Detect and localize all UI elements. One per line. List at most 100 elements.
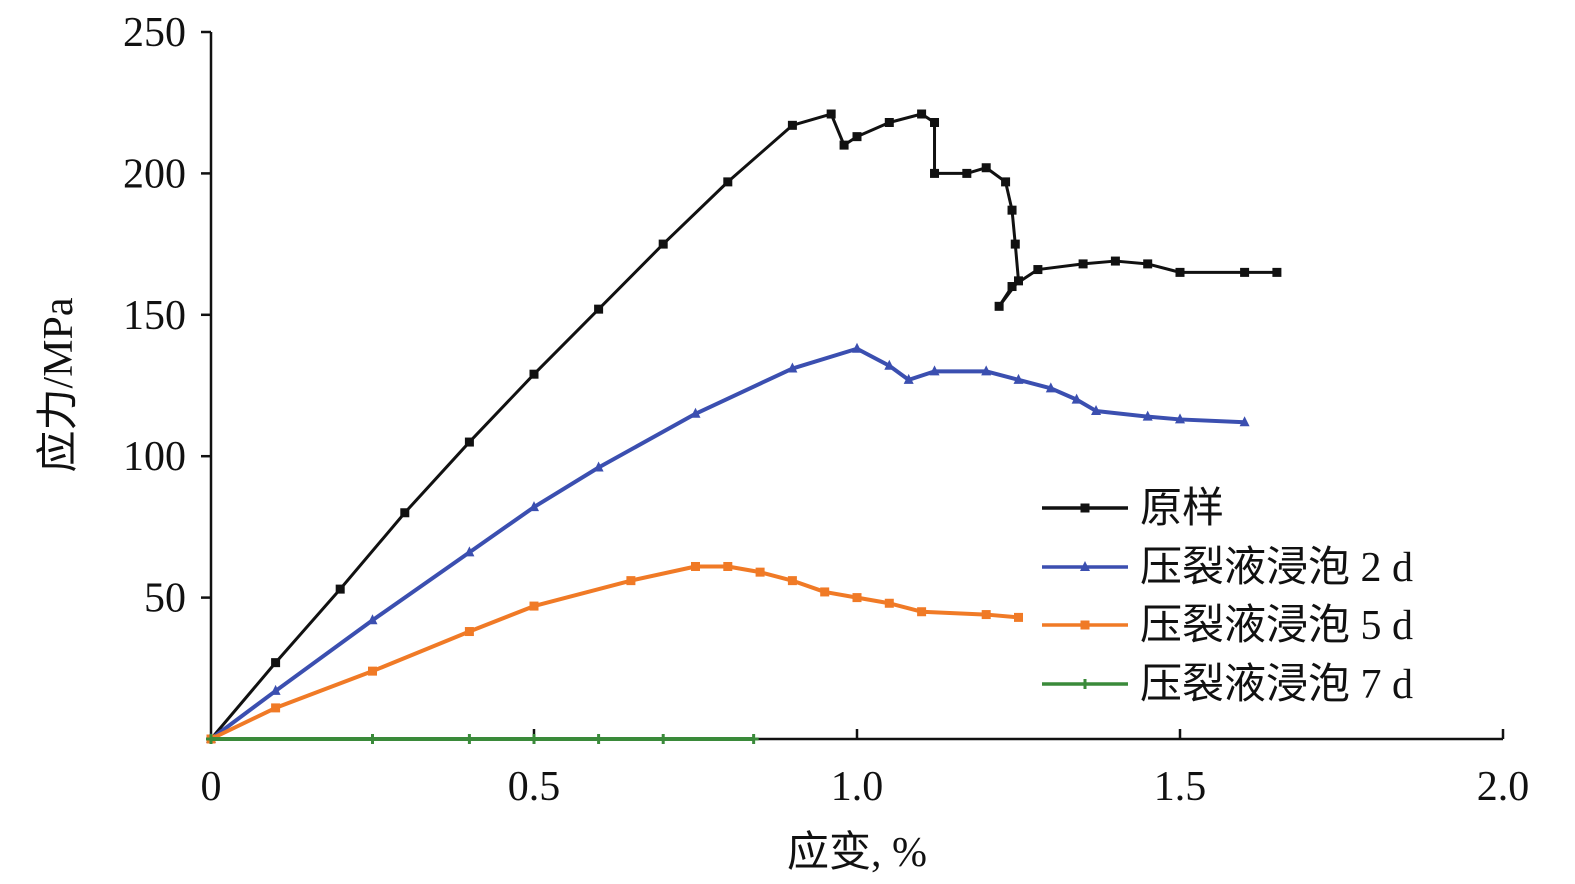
legend-label: 压裂液浸泡 7 d: [1140, 662, 1413, 708]
data-point: [962, 168, 972, 178]
series-0: [206, 109, 1282, 744]
data-point: [1014, 276, 1023, 286]
legend-marker: [1080, 620, 1090, 630]
data-point: [529, 501, 539, 512]
data-point: [271, 703, 281, 713]
data-point: [464, 546, 475, 557]
data-point: [1240, 267, 1250, 277]
data-point: [367, 734, 378, 744]
data-point: [930, 168, 940, 178]
data-point: [1007, 282, 1017, 292]
data-point: [1272, 267, 1282, 277]
y-tick-label: 50: [144, 576, 186, 622]
data-point: [852, 342, 862, 353]
data-point: [464, 437, 474, 447]
data-point: [826, 109, 836, 119]
data-point: [690, 407, 701, 418]
data-point: [270, 684, 281, 695]
data-point: [884, 359, 895, 370]
x-tick-label: 2.0: [1477, 764, 1530, 810]
data-point: [723, 177, 733, 187]
data-point: [994, 301, 1004, 311]
data-point: [691, 561, 700, 571]
data-point: [723, 561, 733, 571]
legend-item: 压裂液浸泡 2 d: [1042, 545, 1413, 591]
data-point: [820, 587, 830, 597]
x-axis-label: 应变, %: [787, 829, 927, 876]
legend-marker: [1080, 503, 1090, 513]
legend-item: 压裂液浸泡 5 d: [1042, 603, 1413, 649]
y-tick-label: 250: [123, 10, 186, 56]
data-point: [1001, 177, 1011, 187]
legend-label: 原样: [1140, 486, 1224, 532]
data-point: [400, 508, 410, 518]
legend-item: 压裂液浸泡 7 d: [1042, 662, 1413, 708]
series-line: [209, 112, 1277, 740]
x-tick-label: 1.5: [1154, 764, 1207, 810]
data-point: [1078, 259, 1088, 269]
data-point: [903, 373, 914, 384]
data-point: [787, 576, 797, 586]
data-point: [1033, 265, 1043, 275]
data-point: [981, 610, 991, 620]
y-axis-label: 应力/MPa: [35, 297, 82, 472]
data-point: [464, 627, 474, 637]
data-point: [1110, 256, 1120, 266]
data-point: [748, 734, 759, 744]
data-point: [929, 365, 940, 376]
data-point: [1175, 267, 1185, 277]
data-point: [1091, 404, 1102, 415]
x-tick-label: 0: [201, 764, 222, 810]
x-tick-label: 1.0: [831, 764, 884, 810]
data-point: [464, 734, 475, 744]
data-point: [1014, 612, 1023, 622]
data-point: [1142, 410, 1153, 421]
series-line: [209, 346, 1245, 741]
x-tick-label: 0.5: [508, 764, 561, 810]
data-point: [368, 666, 377, 676]
data-point: [981, 163, 991, 173]
data-point: [594, 304, 604, 314]
data-point: [1143, 259, 1153, 269]
data-point: [1239, 416, 1250, 427]
series-2: [206, 561, 1023, 744]
data-point: [1007, 205, 1017, 215]
data-point: [981, 365, 992, 376]
legend-label: 压裂液浸泡 2 d: [1140, 545, 1413, 591]
data-point: [930, 117, 940, 127]
y-tick-label: 100: [123, 434, 186, 480]
data-point: [917, 109, 927, 119]
data-point: [852, 132, 862, 142]
data-point: [335, 584, 345, 594]
series-line: [210, 564, 1019, 741]
data-point: [658, 239, 668, 249]
data-point: [529, 734, 539, 744]
data-point: [884, 117, 894, 127]
data-point: [529, 601, 539, 611]
data-point: [1071, 393, 1082, 404]
data-point: [787, 362, 798, 373]
data-point: [852, 593, 862, 603]
data-point: [917, 607, 927, 617]
data-point: [206, 734, 216, 744]
data-point: [658, 734, 669, 744]
legend-marker: [1080, 679, 1090, 689]
data-point: [787, 120, 797, 130]
data-point: [884, 598, 894, 608]
legend-item: 原样: [1042, 486, 1224, 532]
data-point: [271, 658, 281, 668]
data-point: [593, 734, 604, 744]
legend-marker: [1080, 561, 1090, 571]
data-point: [529, 369, 539, 379]
data-point: [626, 576, 636, 586]
data-point: [1010, 239, 1020, 249]
data-point: [1013, 373, 1024, 384]
data-point: [593, 461, 604, 472]
y-tick-label: 200: [123, 151, 186, 197]
series-3: [206, 734, 759, 744]
data-point: [839, 140, 849, 150]
y-tick-label: 150: [123, 293, 186, 339]
legend-label: 压裂液浸泡 5 d: [1140, 603, 1413, 649]
